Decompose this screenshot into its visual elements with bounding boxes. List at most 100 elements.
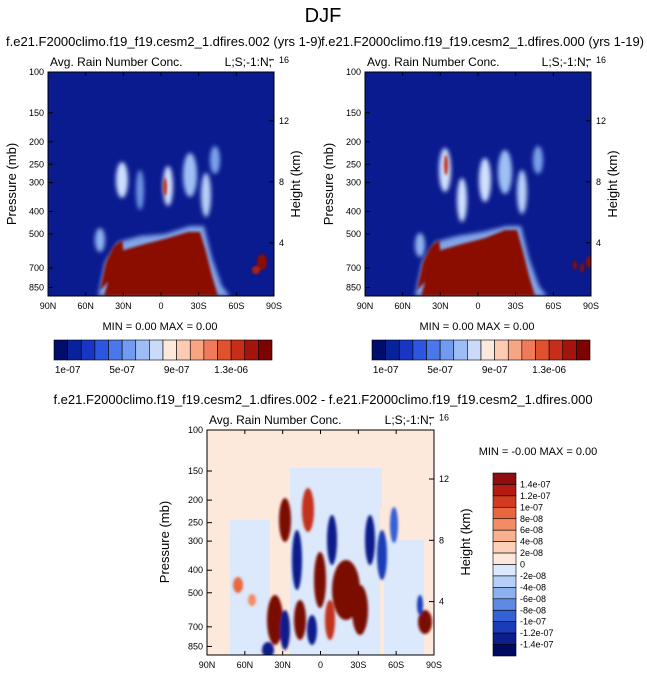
colorbar-swatch bbox=[494, 339, 509, 361]
ylabel-height-right-panel: Height (km) bbox=[605, 150, 620, 217]
colorbar-swatch bbox=[149, 339, 164, 361]
plot-title-diff: Avg. Rain Number Conc. bbox=[209, 413, 342, 427]
colorbar-swatch bbox=[492, 609, 517, 622]
colorbar-swatch bbox=[467, 339, 482, 361]
colorbar-swatch bbox=[426, 339, 441, 361]
height-tick-label: 12 bbox=[596, 116, 606, 126]
y-tick-label: 150 bbox=[346, 108, 361, 118]
stats-right: MIN = 0.00 MAX = 0.00 bbox=[420, 321, 535, 333]
height-tick-label: 12 bbox=[279, 116, 289, 126]
colorbar-swatch bbox=[492, 644, 517, 657]
colorbar-label: 5e-07 bbox=[109, 365, 135, 376]
y-tick-label: 250 bbox=[346, 159, 361, 169]
colorbar-label: 1.3e-06 bbox=[532, 365, 566, 376]
y-tick-label: 850 bbox=[29, 282, 44, 292]
x-tick-label: 60S bbox=[228, 301, 244, 311]
colorbar-label: 9e-07 bbox=[164, 365, 190, 376]
colorbar-swatch bbox=[135, 339, 150, 361]
height-tick-label: 4 bbox=[439, 597, 444, 607]
light-blue-regions bbox=[230, 468, 424, 655]
axis-ticks-right: 90N 60N 30N 0 30S 60S 90S 100 150 200 250 300 400 500… bbox=[346, 55, 606, 311]
colorbar-label: 6e-08 bbox=[520, 525, 543, 535]
colorbar-swatch bbox=[492, 529, 517, 542]
colorbar-label: -8e-08 bbox=[520, 605, 546, 615]
colorbar-label: 1e-07 bbox=[373, 365, 399, 376]
y-tick-label: 100 bbox=[188, 425, 203, 435]
colorbar-label: 1e-07 bbox=[520, 502, 543, 512]
colorbar-label: -1.4e-07 bbox=[520, 640, 554, 650]
colorbar-label: -1.2e-07 bbox=[520, 628, 554, 638]
ylabel-right-left: Height (km) bbox=[288, 150, 303, 217]
colorbar-swatch bbox=[492, 518, 517, 531]
y-tick-label: 200 bbox=[188, 495, 203, 505]
ylabel-right-panel: Pressure (mb) bbox=[321, 143, 336, 225]
height-tick-label: 16 bbox=[596, 55, 606, 65]
colorbar-swatch bbox=[453, 339, 468, 361]
plot-title-right: Avg. Rain Number Conc. bbox=[367, 55, 500, 69]
x-tick-label: 30S bbox=[191, 301, 207, 311]
heatmap-left bbox=[48, 72, 274, 296]
colorbar-swatch bbox=[189, 339, 205, 361]
y-tick-label: 200 bbox=[29, 137, 44, 147]
colorbar-swatch bbox=[492, 587, 517, 600]
x-tick-label: 90N bbox=[40, 301, 57, 311]
colorbar-swatch bbox=[217, 339, 232, 361]
x-tick-label: 60S bbox=[545, 301, 561, 311]
colorbar-swatch bbox=[53, 339, 68, 361]
x-tick-label: 30S bbox=[508, 301, 524, 311]
y-tick-label: 300 bbox=[346, 178, 361, 188]
x-tick-label: 0 bbox=[158, 301, 163, 311]
height-tick-label: 4 bbox=[279, 238, 284, 248]
ylabel-diff: Pressure (mb) bbox=[157, 501, 172, 583]
y-tick-label: 700 bbox=[346, 263, 361, 273]
y-tick-label: 250 bbox=[29, 159, 44, 169]
red-core bbox=[100, 178, 267, 296]
colorbar-swatch bbox=[492, 541, 517, 554]
height-tick-label: 8 bbox=[439, 535, 444, 545]
colorbar-swatch bbox=[230, 339, 246, 361]
colorbar-swatch bbox=[548, 339, 564, 361]
height-tick-label: 16 bbox=[279, 55, 289, 65]
y-tick-label: 100 bbox=[346, 67, 361, 77]
colorbar-swatch bbox=[492, 621, 517, 634]
colorbar-swatch bbox=[412, 339, 427, 361]
height-tick-label: 12 bbox=[439, 474, 449, 484]
colorbar-swatch bbox=[492, 472, 517, 485]
y-tick-label: 500 bbox=[346, 229, 361, 239]
x-tick-label: 90N bbox=[199, 660, 216, 670]
panel-diff: Avg. Rain Number Conc. L;S;-1:N; bbox=[157, 413, 597, 670]
colorbar-swatch bbox=[492, 552, 517, 565]
colorbar-swatch bbox=[535, 339, 550, 361]
colorbar-label: -1e-07 bbox=[520, 617, 546, 627]
y-tick-label: 700 bbox=[29, 263, 44, 273]
y-tick-label: 300 bbox=[29, 178, 44, 188]
y-tick-label: 150 bbox=[29, 108, 44, 118]
y-tick-label: 700 bbox=[188, 622, 203, 632]
colorbar-swatch bbox=[507, 339, 523, 361]
difference-features bbox=[233, 488, 432, 655]
colorbar-label: 4e-08 bbox=[520, 537, 543, 547]
panel-right: Avg. Rain Number Conc. L;S;-1:N; bbox=[321, 55, 620, 376]
colorbar-swatch bbox=[121, 339, 137, 361]
case-title-left: f.e21.F2000climo.f19_f19.cesm2_1.dfires.… bbox=[6, 34, 322, 49]
heatmap-diff bbox=[207, 430, 434, 655]
x-tick-label: 90S bbox=[426, 660, 442, 670]
colorbar-swatch bbox=[492, 507, 517, 520]
x-tick-label: 30N bbox=[432, 301, 449, 311]
corner-label-diff: L;S;-1:N; bbox=[385, 413, 432, 427]
colorbar-swatch bbox=[162, 339, 177, 361]
x-tick-label: 0 bbox=[475, 301, 480, 311]
colorbar-swatch bbox=[439, 339, 455, 361]
colorbar-right: 1e-07 5e-07 9e-07 1.3e-06 bbox=[371, 339, 591, 376]
colorbar-swatch bbox=[480, 339, 495, 361]
colorbar-swatch bbox=[258, 339, 273, 361]
x-tick-label: 60N bbox=[237, 660, 254, 670]
x-tick-label: 30N bbox=[115, 301, 132, 311]
colorbar-swatch bbox=[385, 339, 400, 361]
x-tick-label: 90N bbox=[357, 301, 374, 311]
colorbar-label: 5e-07 bbox=[427, 365, 453, 376]
colorbar-label: 8e-08 bbox=[520, 514, 543, 524]
colorbar-label: 1.2e-07 bbox=[520, 491, 551, 501]
y-tick-label: 500 bbox=[29, 229, 44, 239]
